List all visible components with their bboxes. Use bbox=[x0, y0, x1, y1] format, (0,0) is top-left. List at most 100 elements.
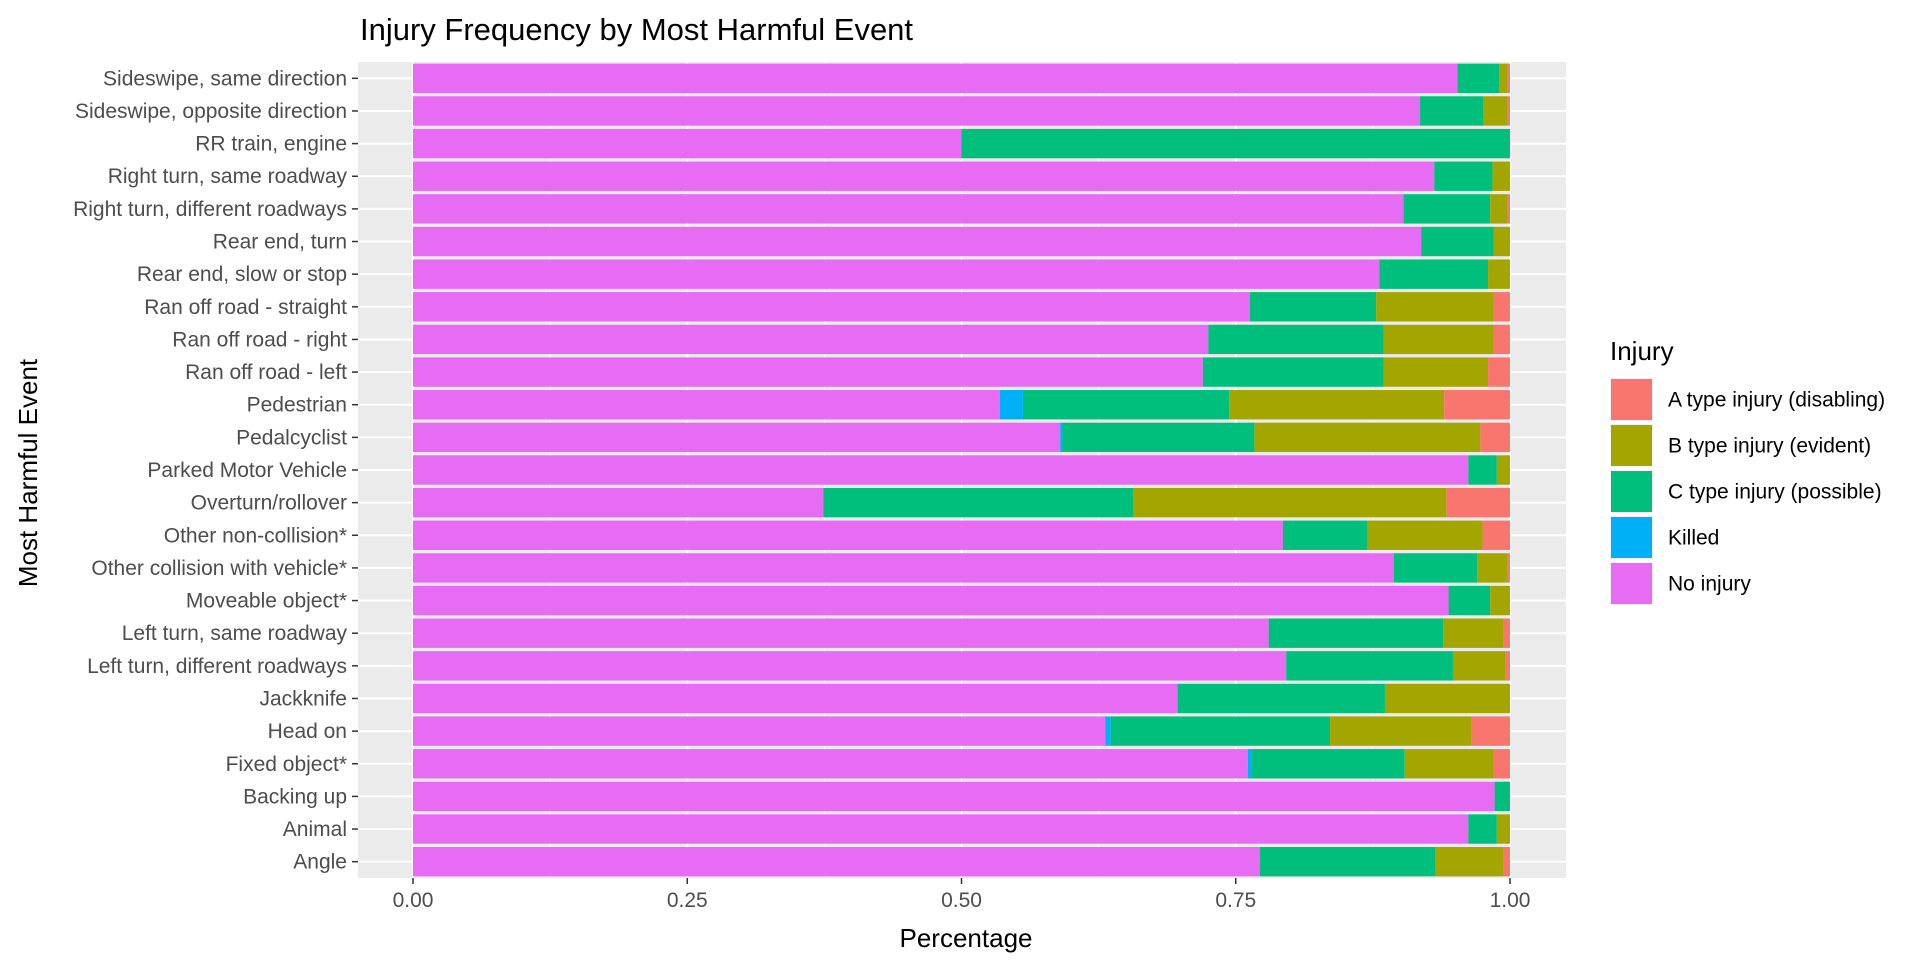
y-tick-label: Angle bbox=[293, 851, 347, 874]
bar-segment-c-type-injury-possible bbox=[1393, 553, 1478, 583]
bar-segment-no-injury bbox=[413, 194, 1404, 224]
bar-segment-a-type-injury-disabling bbox=[1471, 716, 1510, 746]
bar-segment-a-type-injury-disabling bbox=[1493, 292, 1510, 322]
bar-segment-no-injury bbox=[413, 226, 1422, 257]
bar-segment-no-injury bbox=[413, 63, 1458, 94]
chart-title: Injury Frequency by Most Harmful Event bbox=[360, 12, 913, 47]
y-axis-title: Most Harmful Event bbox=[13, 358, 43, 587]
legend-label-b-type-injury-evident: B type injury (evident) bbox=[1668, 435, 1871, 458]
bar-segment-b-type-injury-evident bbox=[1229, 390, 1445, 420]
y-tick-label: Backing up bbox=[243, 785, 347, 808]
bar-segment-killed bbox=[1105, 716, 1111, 746]
legend-key-killed bbox=[1611, 517, 1652, 558]
bar-segment-c-type-injury-possible bbox=[1468, 455, 1497, 485]
y-tick-label: Jackknife bbox=[259, 687, 347, 710]
bar-segment-c-type-injury-possible bbox=[1421, 226, 1494, 257]
bar-segment-c-type-injury-possible bbox=[1282, 520, 1368, 550]
bar-segment-a-type-injury-disabling bbox=[1480, 422, 1510, 453]
bar-segment-no-injury bbox=[413, 422, 1061, 453]
legend-title: Injury bbox=[1610, 336, 1674, 366]
bar-segment-c-type-injury-possible bbox=[1420, 96, 1484, 126]
bar-segment-no-injury bbox=[413, 749, 1248, 779]
bar-segment-a-type-injury-disabling bbox=[1493, 749, 1510, 779]
y-tick-label: Left turn, different roadways bbox=[87, 655, 347, 678]
bar-segment-b-type-injury-evident bbox=[1376, 292, 1494, 322]
legend-label-a-type-injury-disabling: A type injury (disabling) bbox=[1668, 389, 1885, 412]
y-tick-label: Rear end, turn bbox=[213, 231, 347, 254]
bar-segment-c-type-injury-possible bbox=[1434, 161, 1493, 191]
bar-segment-c-type-injury-possible bbox=[1202, 357, 1384, 387]
bar-segment-killed bbox=[1247, 749, 1252, 779]
bar-segment-b-type-injury-evident bbox=[1496, 455, 1510, 485]
bar-segment-b-type-injury-evident bbox=[1443, 618, 1504, 648]
bar-segment-c-type-injury-possible bbox=[1403, 194, 1491, 224]
bar-segment-no-injury bbox=[413, 390, 1000, 420]
y-tick-label: Sideswipe, same direction bbox=[103, 67, 347, 90]
bar-segment-b-type-injury-evident bbox=[1492, 161, 1510, 191]
y-tick-label: Overturn/rollover bbox=[191, 492, 347, 515]
bar-segment-c-type-injury-possible bbox=[1208, 324, 1384, 355]
bar-segment-c-type-injury-possible bbox=[1022, 390, 1230, 420]
bar-segment-a-type-injury-disabling bbox=[1482, 520, 1510, 550]
bar-segment-a-type-injury-disabling bbox=[1505, 651, 1510, 681]
bar-segment-b-type-injury-evident bbox=[1477, 553, 1508, 583]
bar-segment-a-type-injury-disabling bbox=[1507, 96, 1510, 126]
y-tick-label: Right turn, different roadways bbox=[73, 198, 347, 221]
y-tick-label: Ran off road - right bbox=[172, 328, 347, 351]
y-tick-label: Fixed object* bbox=[226, 753, 347, 776]
legend-key-a-type-injury-disabling bbox=[1611, 379, 1652, 420]
bar-segment-no-injury bbox=[413, 781, 1495, 812]
y-tick-label: Other non-collision* bbox=[164, 524, 347, 547]
bar-segment-a-type-injury-disabling bbox=[1488, 357, 1510, 387]
bar-segment-c-type-injury-possible bbox=[823, 487, 1134, 518]
y-tick-label: Pedalcyclist bbox=[236, 426, 347, 449]
bar-segment-b-type-injury-evident bbox=[1488, 259, 1510, 289]
bar-segment-a-type-injury-disabling bbox=[1503, 618, 1510, 648]
bar-segment-b-type-injury-evident bbox=[1490, 194, 1508, 224]
bar-segment-c-type-injury-possible bbox=[1110, 716, 1331, 746]
bar-segment-no-injury bbox=[413, 553, 1394, 583]
bar-segment-b-type-injury-evident bbox=[1483, 96, 1508, 126]
bar-segment-b-type-injury-evident bbox=[1493, 226, 1510, 257]
bar-segment-b-type-injury-evident bbox=[1383, 357, 1489, 387]
bar-segment-killed bbox=[1060, 422, 1063, 453]
bar-segment-no-injury bbox=[413, 814, 1469, 844]
bar-segment-no-injury bbox=[413, 96, 1421, 126]
bar-segment-c-type-injury-possible bbox=[1286, 651, 1453, 681]
bar-segment-no-injury bbox=[413, 846, 1260, 877]
bar-segment-c-type-injury-possible bbox=[1268, 618, 1444, 648]
legend-key-b-type-injury-evident bbox=[1611, 425, 1652, 466]
bar-segment-b-type-injury-evident bbox=[1404, 749, 1494, 779]
bar-segment-b-type-injury-evident bbox=[1496, 814, 1510, 844]
bar-segment-no-injury bbox=[413, 487, 824, 518]
bar-segment-b-type-injury-evident bbox=[1367, 520, 1483, 550]
bar-segment-a-type-injury-disabling bbox=[1507, 63, 1510, 94]
bar-segment-c-type-injury-possible bbox=[1468, 814, 1497, 844]
bar-segment-no-injury bbox=[413, 292, 1251, 322]
bar-segment-c-type-injury-possible bbox=[961, 128, 1510, 159]
bar-segment-b-type-injury-evident bbox=[1133, 487, 1447, 518]
y-tick-label: Animal bbox=[283, 818, 347, 841]
bar-segment-no-injury bbox=[413, 128, 962, 159]
y-tick-label: Moveable object* bbox=[186, 590, 347, 613]
y-tick-label: RR train, engine bbox=[195, 133, 347, 156]
bar-segment-c-type-injury-possible bbox=[1457, 63, 1500, 94]
bar-segment-c-type-injury-possible bbox=[1251, 749, 1405, 779]
bar-segment-c-type-injury-possible bbox=[1379, 259, 1489, 289]
bar-segment-no-injury bbox=[413, 357, 1203, 387]
bar-segment-c-type-injury-possible bbox=[1250, 292, 1377, 322]
x-tick-label: 0.50 bbox=[941, 889, 982, 912]
legend-label-killed: Killed bbox=[1668, 527, 1719, 550]
x-tick-label: 0.25 bbox=[667, 889, 708, 912]
y-tick-label: Right turn, same roadway bbox=[108, 165, 348, 188]
y-tick-label: Sideswipe, opposite direction bbox=[75, 100, 347, 123]
bar-segment-c-type-injury-possible bbox=[1177, 683, 1385, 714]
bar-segment-a-type-injury-disabling bbox=[1507, 553, 1510, 583]
bar-segment-no-injury bbox=[413, 585, 1449, 616]
bar-segment-no-injury bbox=[413, 651, 1287, 681]
y-tick-label: Other collision with vehicle* bbox=[91, 557, 347, 580]
bar-segment-a-type-injury-disabling bbox=[1507, 194, 1510, 224]
bar-segment-c-type-injury-possible bbox=[1494, 781, 1510, 812]
bar-segment-no-injury bbox=[413, 716, 1106, 746]
